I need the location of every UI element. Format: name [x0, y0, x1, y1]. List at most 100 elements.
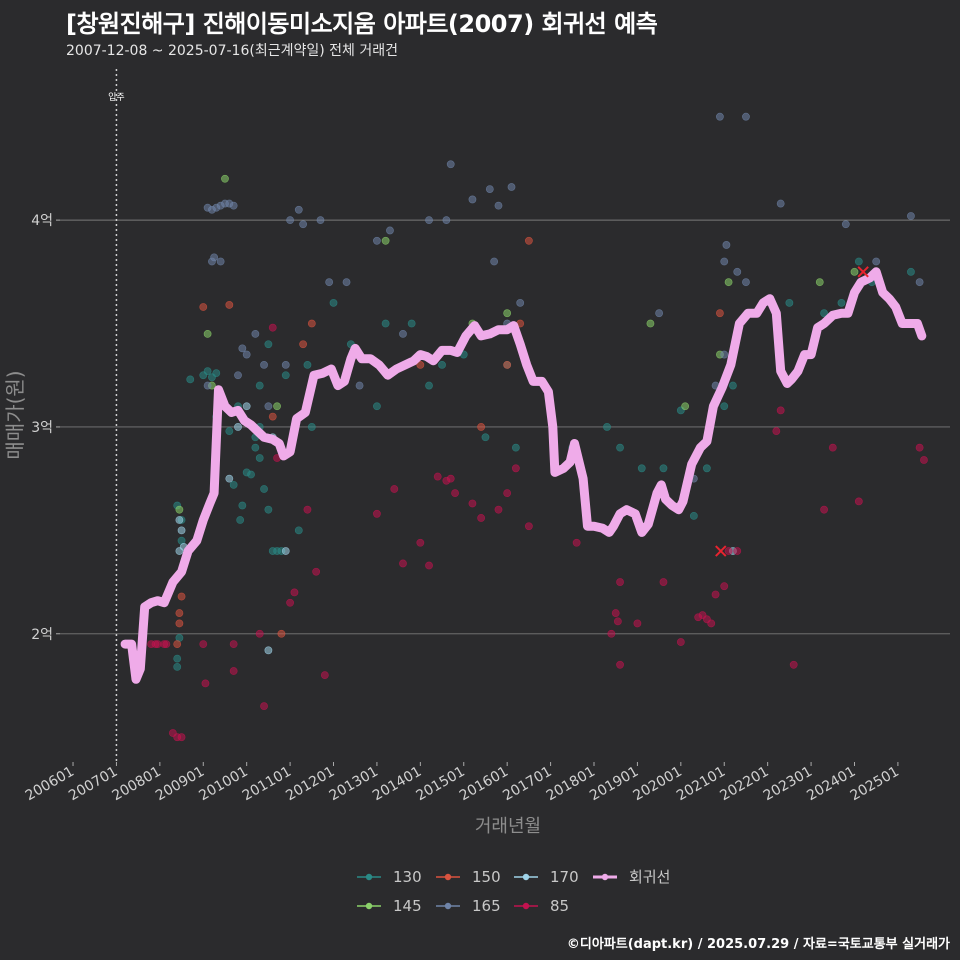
data-point-145 [503, 309, 512, 318]
data-point-85 [611, 609, 620, 617]
data-point-145 [724, 278, 733, 287]
data-point-145 [221, 174, 229, 183]
data-point-130 [281, 371, 290, 380]
data-point-85 [711, 590, 720, 599]
data-point-145 [381, 236, 390, 245]
data-point-150 [307, 319, 316, 328]
data-point-85 [229, 667, 238, 675]
data-point-165 [399, 329, 407, 338]
data-point-130 [720, 402, 729, 411]
x-tick-label: 200601 [23, 764, 77, 805]
data-point-165 [720, 257, 729, 266]
data-point-130 [238, 501, 247, 510]
x-tick-label: 201501 [413, 764, 467, 805]
data-point-165 [264, 402, 273, 411]
data-point-130 [199, 371, 208, 380]
data-point-150 [225, 301, 234, 309]
data-point-130 [381, 319, 390, 328]
data-point-85 [707, 619, 716, 628]
data-point-145 [273, 402, 281, 411]
data-point-85 [572, 538, 581, 547]
legend-item-170: 170 [514, 868, 579, 886]
data-point-130 [438, 360, 446, 369]
legend-label: 회귀선 [629, 868, 670, 886]
data-point-165 [716, 112, 724, 121]
data-point-85 [524, 522, 533, 531]
data-point-170 [225, 474, 234, 483]
data-point-150 [524, 236, 533, 245]
data-point-85 [446, 474, 455, 483]
data-point-170 [177, 526, 186, 535]
x-tick-label: 201301 [327, 764, 381, 805]
data-point-85 [268, 323, 277, 332]
data-point-85 [468, 499, 477, 508]
data-point-85 [607, 629, 616, 638]
data-point-170 [242, 402, 251, 411]
data-point-130 [603, 423, 611, 431]
data-point-130 [236, 516, 245, 524]
data-point-130 [785, 298, 794, 307]
data-point-85 [676, 638, 685, 646]
data-point-85 [720, 582, 729, 591]
x-tick-label: 201601 [457, 764, 511, 805]
legend-label: 150 [472, 868, 501, 886]
data-point-85 [290, 588, 299, 597]
data-point-165 [490, 257, 499, 266]
x-tick-label: 201201 [283, 764, 337, 805]
data-point-85 [433, 472, 442, 481]
data-point-130 [907, 267, 915, 276]
data-point-150 [177, 592, 186, 601]
legend: 130 150 170 회귀선 145 165 85 [357, 868, 670, 915]
data-point-165 [720, 350, 729, 359]
data-point-145 [681, 402, 690, 411]
x-tick-label: 200701 [66, 764, 120, 805]
data-point-130 [264, 505, 273, 514]
data-point-85 [789, 660, 798, 669]
data-point-145 [646, 319, 655, 328]
x-tick-label: 201801 [544, 764, 598, 805]
y-axis-label: 매매가(원) [3, 370, 27, 459]
data-point-130 [854, 257, 863, 266]
data-point-85 [373, 509, 381, 518]
x-marker [857, 266, 869, 278]
scatter-points [147, 112, 928, 742]
data-point-145 [175, 505, 184, 514]
data-point-150 [416, 360, 425, 369]
data-point-85 [659, 578, 668, 586]
x-tick-label: 201401 [370, 764, 424, 805]
legend-dot [365, 902, 373, 910]
data-point-165 [238, 344, 247, 353]
legend-item-85: 85 [514, 897, 569, 915]
data-point-130 [229, 480, 238, 489]
data-point-85 [320, 671, 329, 680]
data-point-145 [850, 267, 859, 276]
legend-dot [444, 873, 452, 881]
data-point-165 [216, 257, 225, 266]
data-point-150 [175, 609, 184, 617]
data-point-170 [175, 516, 184, 524]
data-point-150 [503, 360, 512, 369]
data-point-130 [659, 464, 668, 473]
data-point-130 [264, 340, 273, 349]
source-caption: ©디아파트(dapt.kr) / 2025.07.29 / 자료=국토교통부 실… [566, 937, 950, 952]
data-point-130 [702, 464, 711, 473]
legend-label: 170 [550, 868, 579, 886]
data-point-130 [294, 526, 303, 535]
data-point-145 [815, 278, 824, 287]
data-point-85 [828, 443, 837, 452]
data-point-165 [872, 257, 881, 266]
y-tick-label: 3억 [31, 420, 53, 436]
data-point-85 [303, 505, 312, 514]
data-point-85 [199, 640, 208, 649]
x-tick-label: 201101 [240, 764, 294, 805]
data-point-130 [251, 443, 260, 452]
data-point-85 [772, 427, 781, 435]
data-point-150 [477, 423, 486, 431]
data-point-85 [286, 598, 294, 607]
data-point-130 [407, 319, 416, 328]
data-point-85 [920, 456, 928, 464]
data-point-85 [494, 505, 503, 514]
data-point-165 [742, 112, 750, 121]
data-point-130 [689, 511, 698, 520]
data-point-130 [616, 443, 624, 452]
